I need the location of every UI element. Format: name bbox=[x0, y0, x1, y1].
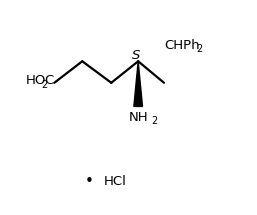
Text: 2: 2 bbox=[42, 80, 48, 90]
Text: NH: NH bbox=[129, 111, 149, 124]
Text: •: • bbox=[84, 174, 93, 189]
Text: 2: 2 bbox=[151, 116, 157, 126]
Text: S: S bbox=[132, 49, 141, 62]
Text: CHPh: CHPh bbox=[164, 39, 200, 52]
Text: C: C bbox=[44, 74, 53, 87]
Text: HO: HO bbox=[26, 74, 46, 87]
Text: 2: 2 bbox=[196, 44, 203, 54]
Text: HCl: HCl bbox=[104, 175, 127, 188]
Polygon shape bbox=[134, 61, 142, 106]
